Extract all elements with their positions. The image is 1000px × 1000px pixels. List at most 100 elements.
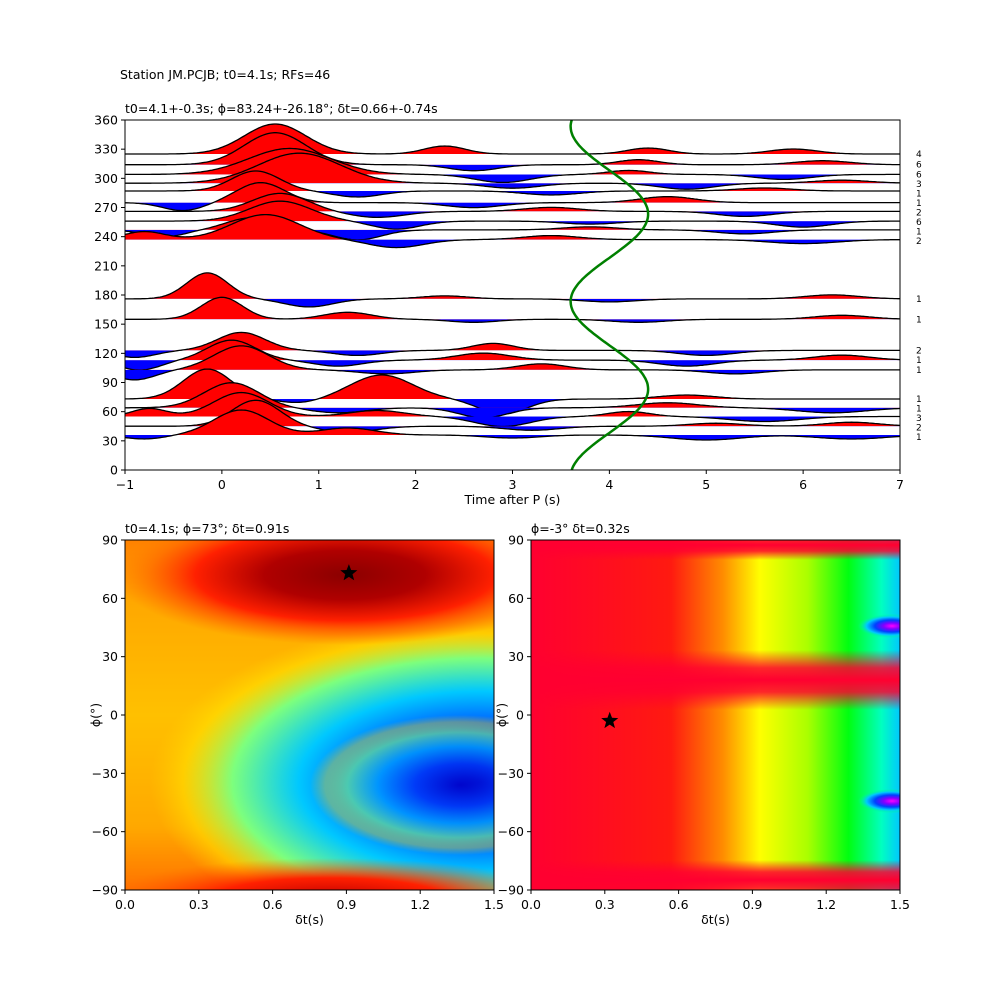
h1-y-tick-label: 30 [102,649,118,664]
h2-y-tick-label: −60 [498,824,524,839]
h1-x-tick-label: 0.9 [336,897,356,912]
h1-title: t0=4.1s; ϕ=73°; δt=0.91s [125,521,289,536]
rf-trace-count: 1 [916,315,922,325]
rf-trace-line [125,123,900,155]
h2-y-tick-label: −90 [498,883,524,898]
rf-positive-fill [125,297,900,320]
h1-heatmap-image [125,540,494,890]
h2-best-fit-star [601,711,619,729]
rf-trace-count: 6 [916,170,922,180]
rf-y-tick-label: 180 [94,288,118,303]
rf-trace-count: 1 [916,433,922,443]
rf-y-tick-label: 0 [110,463,118,478]
h1-y-tick-label: −60 [92,824,118,839]
h2-y-label: ϕ(°) [494,703,509,727]
rf-trace-line [125,382,900,419]
rf-trace-line [125,181,900,212]
h2-x-tick-label: 0.9 [742,897,762,912]
rf-negative-fill [125,183,900,190]
h1-x-tick-label: 0.3 [189,897,209,912]
rf-trace-line [125,409,900,441]
rf-x-tick-label: 6 [799,477,807,492]
rf-trace-count: 2 [916,208,922,218]
rf-x-tick-label: 7 [896,477,904,492]
h2-title: ϕ=-3° δt=0.32s [531,521,630,536]
rf-x-tick-label: 0 [218,477,226,492]
h2-x-label: δt(s) [701,912,730,927]
fit-curve [569,120,650,470]
rf-trace-line [125,200,900,230]
h1-y-tick-label: 0 [110,708,118,723]
h1-x-tick-label: 1.5 [484,897,504,912]
grid-search-left-panel: t0=4.1s; ϕ=73°; δt=0.91s 0.0 0.3 0.6 0.9 1.2… [88,521,504,927]
h2-y-tick-label: −30 [498,766,524,781]
rf-trace-count: 1 [916,366,922,376]
rf-trace-count: 1 [916,405,922,415]
h1-y-tick-label: −30 [92,766,118,781]
rf-trace-count: 1 [916,199,922,209]
rf-trace-count: 6 [916,218,922,228]
h2-x-tick-label: 0.3 [595,897,615,912]
rf-trace-count: 1 [916,356,922,366]
rf-trace-line [125,170,900,198]
rf-trace-count: 4 [916,150,922,160]
h2-y-tick-label: 0 [516,708,524,723]
h2-y-ticks: 90 60 30 0 −30 −60 −90 [498,533,531,898]
rf-x-ticks: −1 0 1 2 3 4 5 6 7 [116,470,904,492]
rf-x-tick-label: 4 [605,477,613,492]
h1-y-ticks: 90 60 30 0 −30 −60 −90 [92,533,125,898]
rf-trace-line [125,399,900,433]
rf-trace-count: 1 [916,295,922,305]
h2-y-tick-label: 30 [508,649,524,664]
rf-y-tick-label: 120 [94,346,118,361]
rf-y-tick-label: 210 [94,258,118,273]
rf-trace-line [125,152,900,190]
rf-trace-line [125,339,900,371]
rf-x-tick-label: 1 [315,477,323,492]
rf-y-tick-label: 300 [94,171,118,186]
rf-positive-fill [125,272,900,299]
h1-y-tick-label: 60 [102,591,118,606]
h2-x-tick-label: 1.2 [816,897,836,912]
rf-trace-line [125,272,900,308]
rf-trace-line [125,345,900,381]
rf-y-tick-label: 240 [94,229,118,244]
rf-traces [125,123,900,441]
rf-trace-count: 2 [916,424,922,434]
rf-x-label: Time after P (s) [464,492,561,507]
rf-x-tick-label: 3 [509,477,517,492]
h2-x-tick-label: 0.6 [669,897,689,912]
h1-best-fit-star [340,564,358,581]
rf-trace-line [125,192,900,219]
h2-heatmap-image [531,540,900,890]
receiver-function-panel: t0=4.1+-0.3s; ϕ=83.24+-26.18°; δt=0.66+-… [94,101,922,507]
rf-title: t0=4.1+-0.3s; ϕ=83.24+-26.18°; δt=0.66+-… [125,101,438,116]
rf-trace-count: 6 [916,161,922,171]
rf-trace-count: 1 [916,189,922,199]
rf-trace-line [125,147,900,184]
rf-y-tick-label: 30 [102,433,118,448]
h2-x-tick-label: 0.0 [521,897,541,912]
rf-trace-count: 3 [916,414,922,424]
rf-trace-count: 1 [916,227,922,237]
h2-x-tick-label: 1.5 [890,897,910,912]
rf-trace-count: 2 [916,346,922,356]
rf-y-tick-label: 60 [102,404,118,419]
h1-y-label: ϕ(°) [88,703,103,727]
rf-y-tick-label: 330 [94,142,118,157]
h1-y-tick-label: −90 [92,883,118,898]
rf-negative-fill [125,239,900,248]
rf-y-tick-label: 150 [94,317,118,332]
h1-x-tick-label: 0.0 [115,897,135,912]
rf-x-tick-label: 5 [702,477,710,492]
grid-search-right-panel: ϕ=-3° δt=0.32s 0.0 0.3 0.6 0.9 1.2 1.5 90 60 30… [494,521,910,927]
h1-x-tick-label: 1.2 [410,897,430,912]
rf-trace-line [125,331,900,359]
figure-title: Station JM.PCJB; t0=4.1s; RFs=46 [120,67,330,82]
rf-trace-count: 1 [916,395,922,405]
rf-trace-line [125,132,900,172]
rf-y-ticks: 0 30 60 90 120 150 180 210 240 270 300 330 360 [94,113,125,478]
h2-y-tick-label: 60 [508,591,524,606]
